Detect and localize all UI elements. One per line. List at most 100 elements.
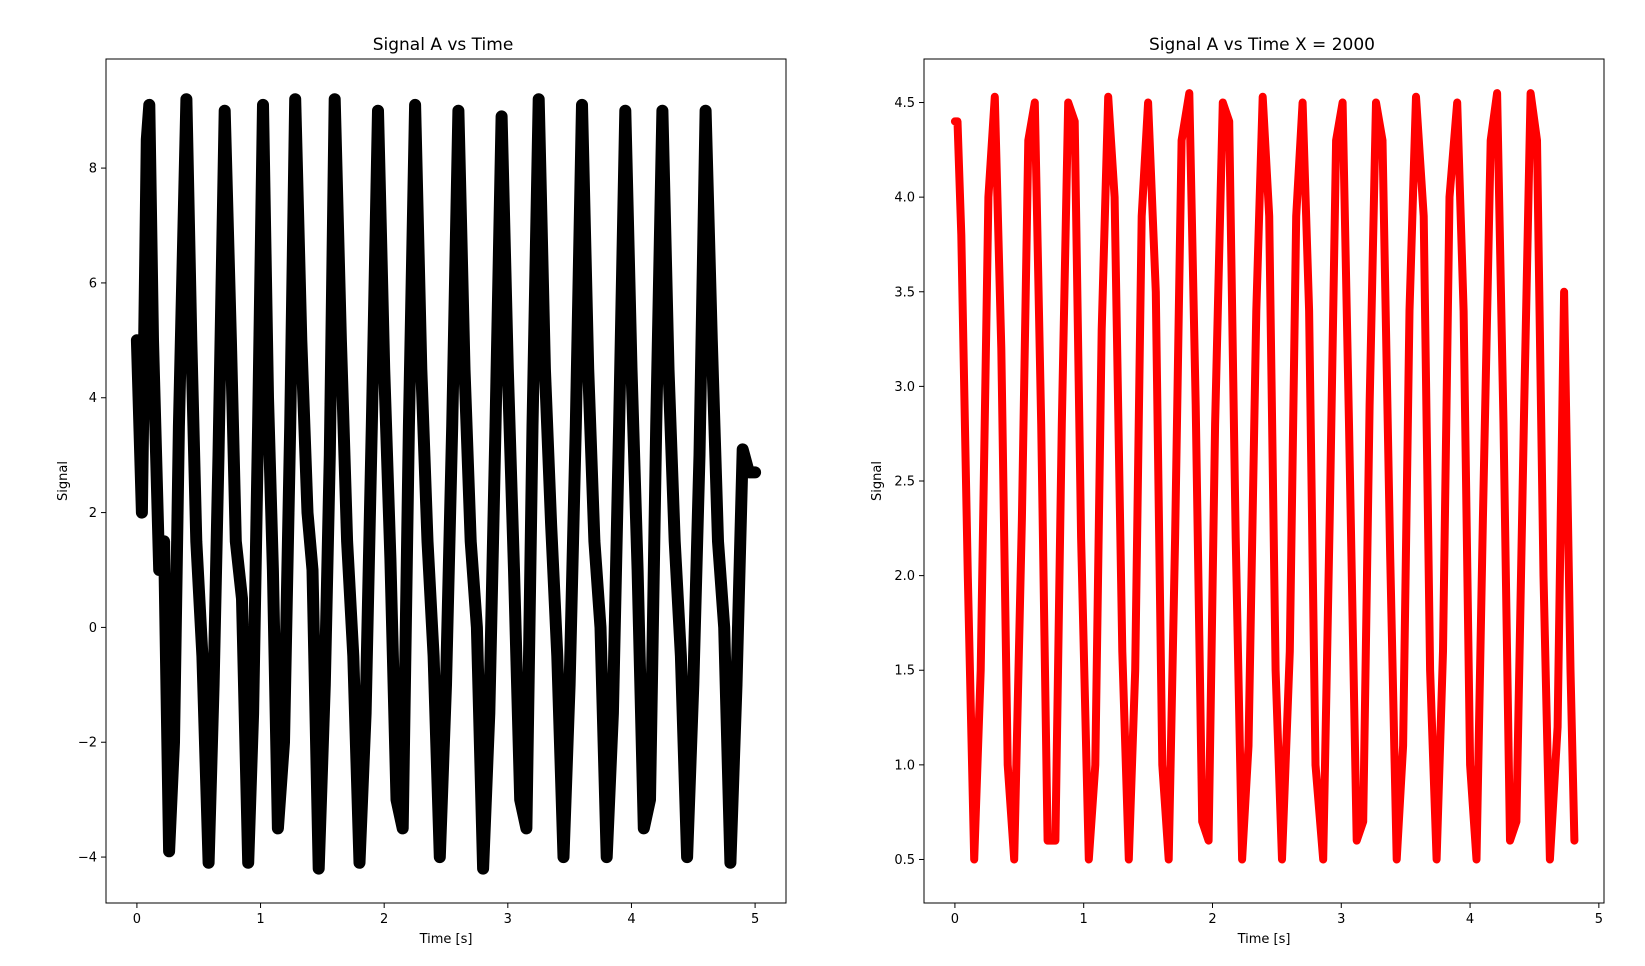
data-point (477, 862, 489, 874)
data-point (718, 621, 730, 633)
data-point (551, 650, 563, 661)
series-trace (130, 93, 762, 875)
data-point (514, 793, 526, 805)
y-tick-label: 2.5 (894, 475, 915, 490)
data-point (257, 98, 269, 110)
data-point (520, 822, 533, 834)
data-point (341, 535, 353, 547)
data-point (539, 363, 551, 374)
data-point (582, 363, 594, 374)
data-point (687, 678, 699, 690)
right-plot-marks (950, 89, 1579, 864)
data-point (131, 334, 143, 346)
left-chart-panel: Signal A vs Time 0 1 2 3 4 5 −4 −2 0 2 4 6 8 Time [… (56, 35, 787, 947)
data-point (153, 564, 165, 575)
y-tick-label: 3.0 (894, 380, 915, 395)
left-plot-frame (105, 58, 787, 904)
data-point (278, 736, 290, 748)
right-chart-panel: Signal A vs Time X = 2000 0 1 2 3 4 5 0.5 1.0 1… (870, 35, 1605, 947)
data-point (403, 420, 415, 432)
data-point (252, 420, 264, 432)
data-point (289, 93, 301, 104)
data-point (319, 678, 331, 690)
data-point (390, 793, 403, 805)
data-point (570, 420, 582, 432)
data-point (247, 707, 259, 719)
data-point (353, 856, 366, 868)
y-tick-label: −2 (78, 736, 97, 751)
data-point (173, 420, 185, 432)
data-point (207, 678, 220, 690)
y-tick-label: 4.0 (894, 191, 915, 206)
data-point (619, 104, 631, 116)
y-tick-label: −4 (78, 851, 97, 866)
data-point (136, 506, 148, 518)
left-x-axis-label: Time [s] (419, 932, 473, 947)
data-point (644, 793, 656, 805)
data-point (737, 443, 749, 455)
x-tick-label: 5 (1595, 912, 1603, 927)
data-point (502, 363, 514, 374)
data-point (563, 678, 576, 690)
data-point (601, 851, 613, 862)
data-point (458, 363, 471, 374)
data-point (638, 822, 650, 834)
y-tick-label: 1.0 (894, 758, 915, 773)
y-tick-label: 2 (89, 506, 97, 521)
x-tick-label: 0 (951, 912, 959, 927)
x-tick-label: 3 (504, 912, 512, 927)
data-point (699, 104, 712, 116)
data-point (272, 822, 284, 834)
series-line (950, 89, 1579, 864)
data-point (143, 98, 155, 110)
data-point (284, 420, 296, 432)
data-point (306, 564, 319, 575)
right-y-axis-ticks: 0.5 1.0 1.5 2.0 2.5 3.0 3.5 4.0 4.5 (894, 96, 924, 868)
data-point (650, 420, 662, 432)
data-point (163, 845, 175, 857)
data-point (301, 506, 314, 518)
right-y-axis-label: Signal (870, 461, 885, 501)
data-point (625, 363, 638, 374)
data-point (295, 334, 308, 346)
data-point (158, 535, 170, 547)
x-tick-label: 2 (380, 912, 388, 927)
data-point (147, 334, 159, 346)
data-point (335, 334, 347, 346)
x-tick-label: 4 (627, 912, 635, 927)
x-tick-label: 1 (1080, 912, 1088, 927)
data-point (397, 822, 409, 834)
data-point (196, 650, 209, 661)
data-point (631, 564, 644, 575)
data-point (347, 650, 359, 661)
y-tick-label: 1.5 (894, 664, 915, 679)
data-point (267, 564, 279, 575)
data-point (675, 650, 687, 661)
right-x-axis-label: Time [s] (1237, 932, 1291, 947)
data-point (607, 707, 619, 719)
data-point (212, 449, 225, 460)
data-point (359, 707, 372, 719)
data-point (588, 535, 601, 547)
y-tick-label: 4.5 (894, 96, 915, 111)
left-plot-marks (130, 93, 762, 875)
data-point (730, 678, 743, 690)
data-point (743, 466, 755, 478)
data-point (372, 104, 384, 116)
left-y-axis-label: Signal (56, 461, 71, 501)
data-point (242, 856, 254, 868)
data-point (434, 851, 446, 862)
data-point (465, 535, 477, 547)
data-point (669, 535, 681, 547)
data-point (693, 449, 706, 460)
data-point (471, 621, 483, 633)
data-point (190, 535, 202, 547)
left-x-axis-ticks: 0 1 2 3 4 5 (133, 903, 759, 927)
data-point (662, 363, 675, 374)
data-point (236, 592, 248, 604)
data-point (712, 535, 724, 547)
data-point (489, 420, 502, 432)
data-point (440, 678, 452, 690)
x-tick-label: 5 (751, 912, 759, 927)
